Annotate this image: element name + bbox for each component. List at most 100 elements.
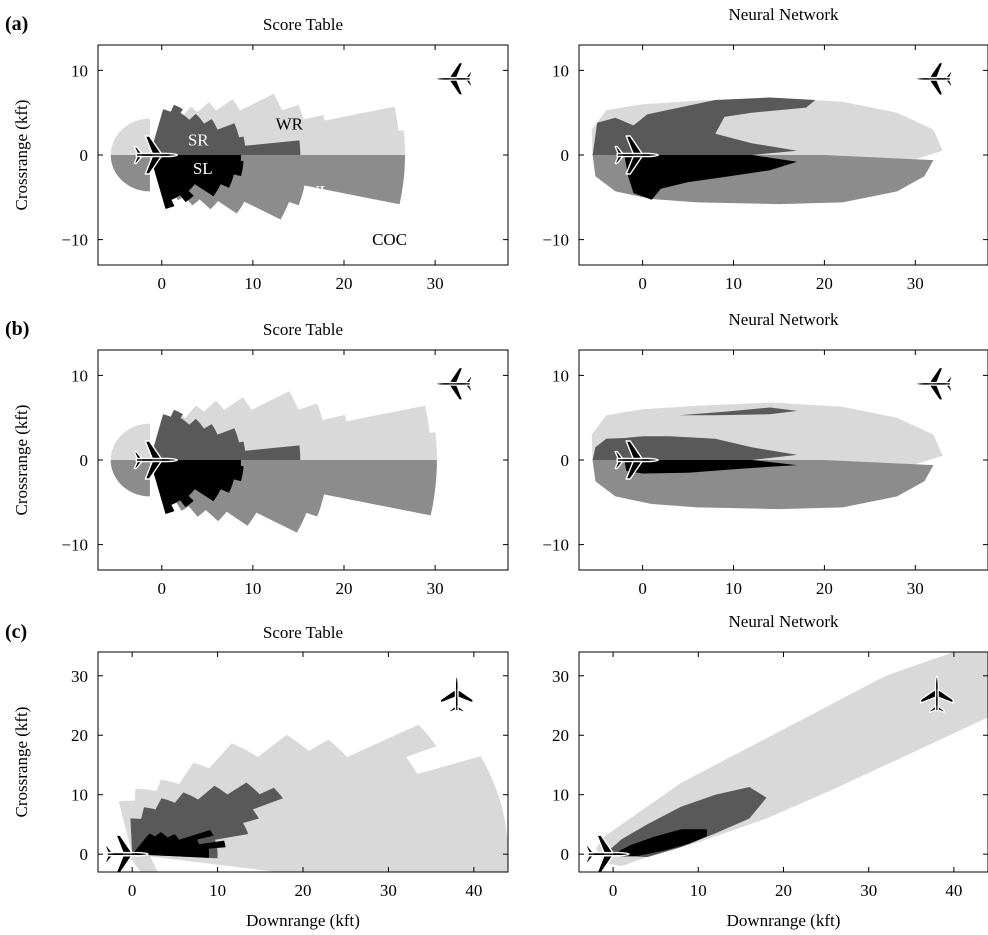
y-tick-label: −10 (61, 231, 88, 250)
x-tick-label: 0 (609, 881, 618, 900)
x-tick-label: 0 (638, 274, 647, 293)
x-tick-label: 20 (816, 579, 833, 598)
y-tick-label: 10 (71, 366, 88, 385)
region-label-wr: WR (276, 114, 304, 133)
plot-area (591, 62, 953, 205)
y-tick-label: 30 (71, 667, 88, 686)
y-axis-label: Crossrange (kft) (12, 405, 31, 516)
chart-panel: 0 10 20 30 40 0 10 20 30 Neural Network Downrange … (552, 612, 988, 930)
ownship-icon (104, 834, 149, 872)
y-tick-label: 0 (80, 146, 89, 165)
x-tick-label: 20 (775, 881, 792, 900)
x-tick-label: 20 (816, 274, 833, 293)
region-sl (624, 460, 798, 474)
plot-area (104, 675, 508, 872)
region-sl (132, 830, 226, 858)
y-tick-label: 0 (80, 451, 89, 470)
plot-area (591, 367, 953, 510)
y-tick-label: 10 (552, 61, 569, 80)
region-label-coc: COC (372, 230, 407, 249)
x-tick-label: 10 (209, 881, 226, 900)
chart-panel: 0 10 20 30 40 0 10 20 30 Score Table Crossrange (k… (12, 623, 509, 930)
region-sr-band (679, 407, 798, 416)
region-sr (149, 409, 301, 460)
y-tick-label: 0 (80, 845, 89, 864)
region-coc-edge (123, 854, 158, 872)
chart-panel: 0 10 20 30 −10 0 10 Neural Network (542, 5, 988, 293)
x-tick-label: 30 (907, 579, 924, 598)
y-tick-label: 0 (561, 451, 570, 470)
x-tick-label: 0 (638, 579, 647, 598)
coc-disk-lower (110, 460, 150, 497)
region-sr (592, 97, 816, 155)
chart-panel: WR SR SL WL COC 0 10 20 30 −10 0 10 Score Table Cross… (12, 15, 509, 293)
airplane-icon (920, 675, 954, 713)
x-tick-label: 0 (158, 579, 167, 598)
y-axis-label: Crossrange (kft) (12, 707, 31, 818)
y-tick-label: 10 (71, 61, 88, 80)
x-tick-label: 20 (336, 579, 353, 598)
chart-panel: 0 10 20 30 −10 0 10 Score Table Crossrange (kft) (12, 320, 509, 598)
region-sr (149, 104, 301, 155)
x-tick-label: 10 (690, 881, 707, 900)
y-tick-label: 30 (552, 667, 569, 686)
x-tick-label: 20 (295, 881, 312, 900)
y-tick-label: 20 (552, 726, 569, 745)
y-tick-label: 10 (552, 786, 569, 805)
x-tick-label: 40 (465, 881, 482, 900)
x-tick-label: 30 (427, 274, 444, 293)
airplane-icon (440, 675, 474, 713)
plot-area: WR SR SL WL COC (110, 62, 473, 249)
row-label: (b) (5, 318, 29, 340)
y-tick-label: −10 (542, 536, 569, 555)
y-tick-label: 0 (561, 146, 570, 165)
y-axis-label: Crossrange (kft) (12, 100, 31, 211)
y-tick-label: 10 (71, 786, 88, 805)
airplane-icon (434, 367, 473, 401)
y-tick-label: −10 (542, 231, 569, 250)
x-tick-label: 30 (907, 274, 924, 293)
row-label: (c) (5, 621, 27, 643)
ownship-icon (133, 135, 179, 175)
region-sl (624, 155, 798, 200)
x-axis-label: Downrange (kft) (246, 911, 360, 930)
region-sr (604, 787, 767, 858)
x-tick-label: 30 (427, 579, 444, 598)
region-label-sl: SL (193, 159, 213, 178)
row-label: (a) (5, 13, 28, 35)
x-tick-label: 30 (380, 881, 397, 900)
ownship-icon (585, 834, 630, 872)
region-label-sr: SR (188, 130, 209, 149)
y-tick-label: 0 (561, 845, 570, 864)
region-label-wl: WL (303, 182, 329, 201)
chart-title: Neural Network (729, 5, 839, 24)
x-tick-label: 20 (336, 274, 353, 293)
x-tick-label: 10 (725, 274, 742, 293)
y-tick-label: −10 (61, 536, 88, 555)
plot-area (585, 652, 988, 872)
chart-title: Neural Network (729, 612, 839, 631)
chart-title: Neural Network (729, 310, 839, 329)
chart-panel: 0 10 20 30 −10 0 10 Neural Network (542, 310, 988, 598)
x-tick-label: 40 (945, 881, 962, 900)
chart-title: Score Table (263, 15, 343, 34)
plot-area (110, 367, 473, 533)
ownship-icon (133, 440, 179, 480)
airplane-icon (915, 62, 953, 96)
ownship-icon (614, 440, 659, 480)
x-tick-label: 0 (128, 881, 137, 900)
chart-title: Score Table (263, 320, 343, 339)
airplane-icon (434, 62, 473, 96)
region-sr (592, 436, 798, 460)
ownship-icon (614, 135, 659, 175)
x-tick-label: 10 (244, 274, 261, 293)
x-tick-label: 0 (158, 274, 167, 293)
chart-title: Score Table (263, 623, 343, 642)
x-tick-label: 10 (725, 579, 742, 598)
region-sl (613, 829, 707, 857)
coc-disk-lower (110, 155, 150, 192)
x-axis-label: Downrange (kft) (727, 911, 841, 930)
x-tick-label: 30 (860, 881, 877, 900)
region-sl (149, 460, 244, 514)
